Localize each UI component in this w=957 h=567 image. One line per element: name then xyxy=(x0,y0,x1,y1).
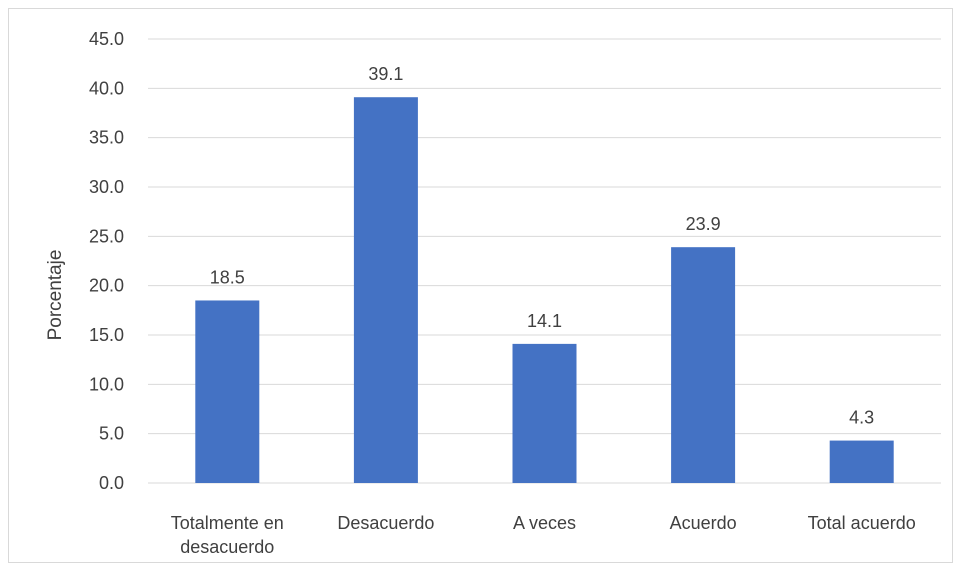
y-tick-label: 25.0 xyxy=(89,226,124,246)
x-tick-label: Acuerdo xyxy=(670,513,737,533)
x-tick-label-line: Acuerdo xyxy=(670,513,737,533)
x-tick-label-line: Desacuerdo xyxy=(337,513,434,533)
y-axis-ticks: 0.0 5.0 10.0 15.0 20.0 25.0 30.0 35.0 40.0 45.0 xyxy=(89,29,124,493)
y-tick-label: 0.0 xyxy=(99,473,124,493)
bar xyxy=(512,343,577,483)
bar-chart: 18.5 39.1 14.1 23.9 4.3 0.0 5.0 10.0 15.0 20.0 25… xyxy=(45,29,941,557)
y-tick-label: 5.0 xyxy=(99,424,124,444)
y-axis-title: Porcentaje xyxy=(45,250,66,341)
y-tick-label: 45.0 xyxy=(89,29,124,49)
bar xyxy=(671,247,736,483)
x-axis-ticks: Totalmente en desacuerdo Desacuerdo A veces… xyxy=(171,513,916,557)
bar xyxy=(829,440,894,483)
x-tick-label-line: Total acuerdo xyxy=(808,513,916,533)
x-tick-label: A veces xyxy=(513,513,576,533)
chart-frame: 18.5 39.1 14.1 23.9 4.3 0.0 5.0 10.0 15.0 20.0 25… xyxy=(8,8,953,563)
bar xyxy=(195,300,260,483)
data-label: 23.9 xyxy=(686,214,721,234)
y-tick-label: 30.0 xyxy=(89,177,124,197)
data-label: 39.1 xyxy=(368,64,403,84)
y-tick-label: 10.0 xyxy=(89,374,124,394)
x-tick-label: Desacuerdo xyxy=(337,513,434,533)
data-label: 18.5 xyxy=(210,267,245,287)
x-tick-label-line: desacuerdo xyxy=(180,537,274,557)
bars xyxy=(195,97,894,484)
x-tick-label-line: Totalmente en xyxy=(171,513,284,533)
bar xyxy=(353,97,418,484)
y-tick-label: 15.0 xyxy=(89,325,124,345)
gridlines xyxy=(148,38,941,484)
y-tick-label: 20.0 xyxy=(89,276,124,296)
y-tick-label: 40.0 xyxy=(89,78,124,98)
y-tick-label: 35.0 xyxy=(89,128,124,148)
data-label: 14.1 xyxy=(527,311,562,331)
x-tick-label-line: A veces xyxy=(513,513,576,533)
x-tick-label: Total acuerdo xyxy=(808,513,916,533)
data-labels: 18.5 39.1 14.1 23.9 4.3 xyxy=(210,64,874,427)
x-tick-label: Totalmente en desacuerdo xyxy=(171,513,284,557)
data-label: 4.3 xyxy=(849,408,874,428)
